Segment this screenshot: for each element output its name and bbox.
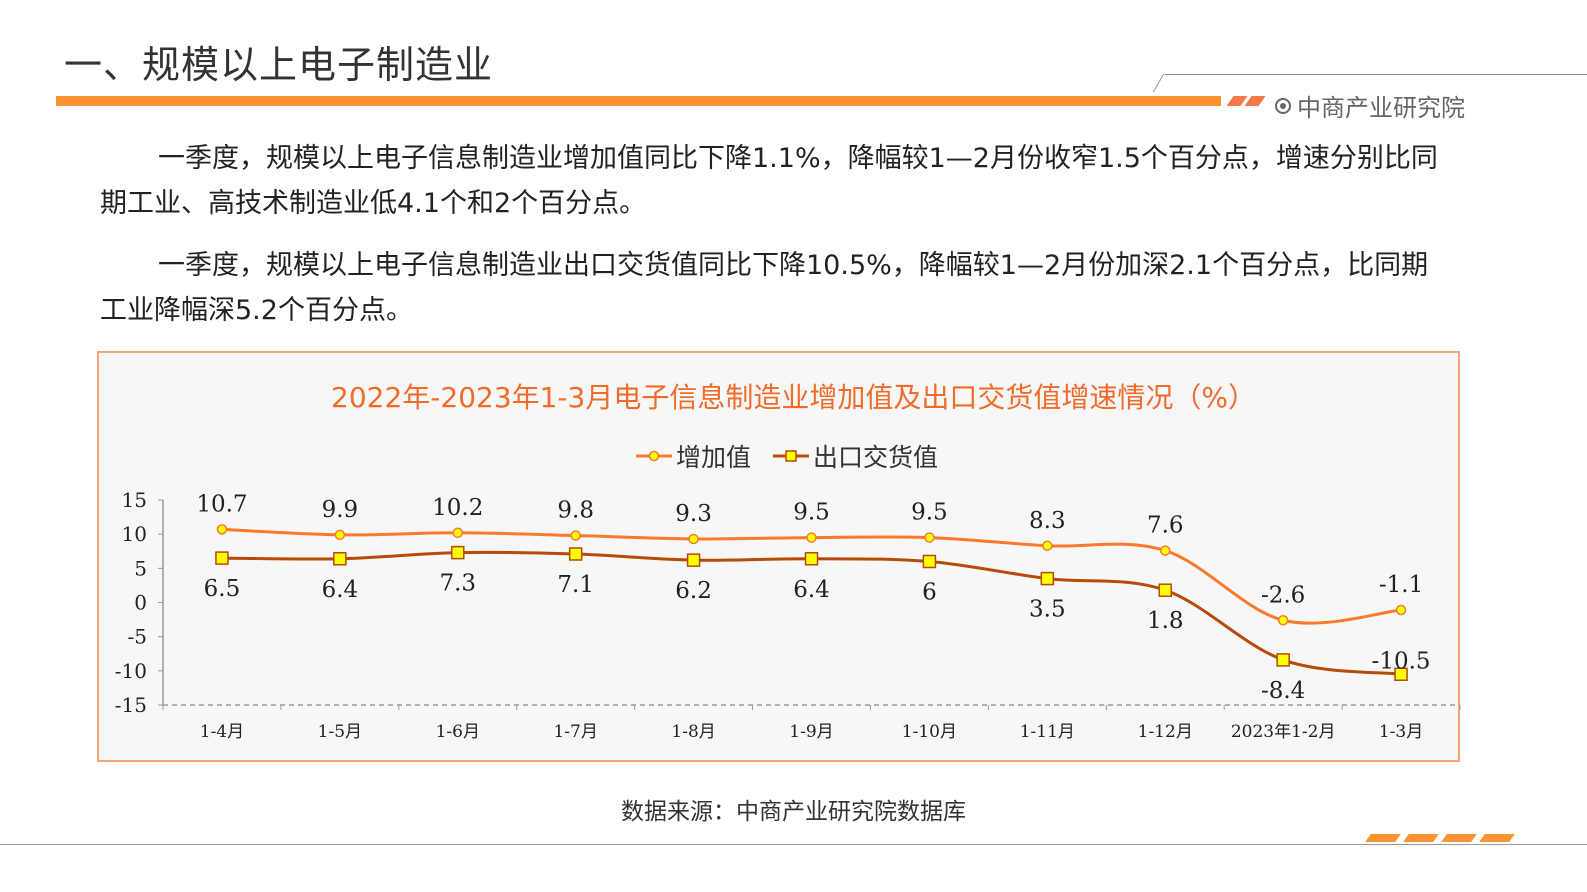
data-point-added-value [1159, 545, 1171, 556]
data-point-added-value [1395, 604, 1407, 616]
data-point-added-value [452, 527, 464, 539]
x-tick-label: 2023年1-2月 [1231, 722, 1336, 742]
data-label: 7.6 [1147, 513, 1184, 539]
data-label: 7.3 [439, 571, 476, 597]
data-label: 1.8 [1147, 608, 1184, 634]
x-tick-label: 1-3月 [1379, 722, 1423, 742]
chart-legend: 增加值 出口交货值 [636, 438, 938, 474]
x-tick-label: 1-9月 [789, 722, 833, 742]
data-point-export-value [215, 551, 229, 565]
data-point-added-value [1277, 615, 1289, 626]
y-tick-label: 0 [134, 591, 147, 615]
data-label: 9.8 [557, 498, 594, 524]
x-tick-label: 1-8月 [671, 722, 715, 742]
data-point-added-value [1042, 540, 1053, 552]
decor-stripe [1365, 834, 1401, 842]
decor-stripe [1441, 834, 1477, 842]
decor-stripe [1479, 834, 1515, 842]
brand-name: 中商产业研究院 [1297, 94, 1465, 122]
page-title: 一、规模以上电子制造业 [64, 43, 494, 87]
data-label: -2.6 [1261, 582, 1305, 608]
data-label: -8.4 [1261, 678, 1305, 704]
data-label: -10.5 [1372, 648, 1431, 674]
brand-logo: 中商产业研究院 [1275, 88, 1465, 123]
data-point-export-value [1276, 653, 1290, 667]
data-label: 10.2 [432, 495, 483, 521]
data-label: 6.4 [793, 577, 830, 603]
data-point-export-value [804, 552, 819, 566]
square-line-icon [773, 450, 810, 462]
data-label: 9.9 [322, 497, 359, 523]
series-line-1 [221, 550, 1402, 676]
footer-divider [0, 844, 1587, 845]
x-tick-label: 1-5月 [318, 722, 362, 742]
paragraph-2: 一季度，规模以上电子信息制造业出口交货值同比下降10.5%，降幅较1—2月份加深… [100, 250, 1429, 326]
data-label: 3.5 [1029, 597, 1066, 623]
x-tick-label: 1-6月 [436, 722, 480, 742]
data-label: 6.4 [322, 577, 359, 603]
data-label: -1.1 [1379, 572, 1423, 598]
data-label: 6.5 [204, 576, 241, 602]
data-label: 10.7 [196, 491, 247, 517]
data-source: 数据来源：中商产业研究院数据库 [621, 799, 966, 825]
y-tick-label: 15 [122, 488, 147, 512]
x-tick-label: 1-11月 [1020, 722, 1075, 742]
chart-title: 2022年-2023年1-3月电子信息制造业增加值及出口交货值增速情况（%） [331, 381, 1256, 414]
data-point-export-value [922, 554, 937, 569]
y-tick-label: 10 [122, 522, 147, 546]
y-tick-label: -15 [115, 693, 147, 717]
data-point-added-value [924, 532, 935, 543]
data-point-added-value [216, 524, 228, 535]
data-point-added-value [688, 533, 699, 545]
target-icon [1275, 97, 1291, 114]
decor-stripe [1403, 834, 1439, 842]
paragraph-1: 一季度，规模以上电子信息制造业增加值同比下降1.1%，降幅较1—2月份收窄1.5… [100, 143, 1438, 219]
data-label: 9.5 [793, 500, 830, 526]
y-tick-label: -5 [128, 625, 147, 649]
data-label: 8.3 [1029, 508, 1066, 534]
data-label: 6.2 [675, 578, 712, 604]
data-point-export-value [1040, 571, 1055, 586]
data-point-added-value [806, 532, 817, 543]
data-point-export-value [451, 545, 465, 560]
title-underline [56, 96, 1221, 106]
data-label: 9.5 [911, 500, 948, 526]
y-tick-label: -10 [115, 659, 147, 683]
y-tick-label: 5 [134, 556, 147, 580]
data-label: 7.1 [557, 572, 594, 598]
data-point-added-value [334, 529, 346, 541]
divider [1165, 74, 1587, 75]
series-line-0 [221, 527, 1402, 625]
data-point-added-value [570, 530, 581, 541]
data-point-export-value [686, 553, 701, 567]
data-point-export-value [333, 552, 347, 566]
x-tick-label: 1-4月 [200, 722, 244, 742]
legend-item-export-value: 出口交货值 [773, 438, 938, 474]
data-point-export-value [568, 547, 583, 561]
chart-frame [97, 351, 1460, 762]
x-tick-label: 1-12月 [1138, 722, 1193, 742]
data-label: 9.3 [675, 501, 712, 527]
circle-line-icon [636, 450, 672, 462]
data-point-export-value [1158, 583, 1172, 597]
legend-item-added-value: 增加值 [636, 438, 751, 474]
data-label: 6 [922, 580, 937, 606]
x-tick-label: 1-10月 [902, 722, 957, 742]
data-point-export-value [1394, 667, 1408, 681]
x-tick-label: 1-7月 [553, 722, 597, 742]
